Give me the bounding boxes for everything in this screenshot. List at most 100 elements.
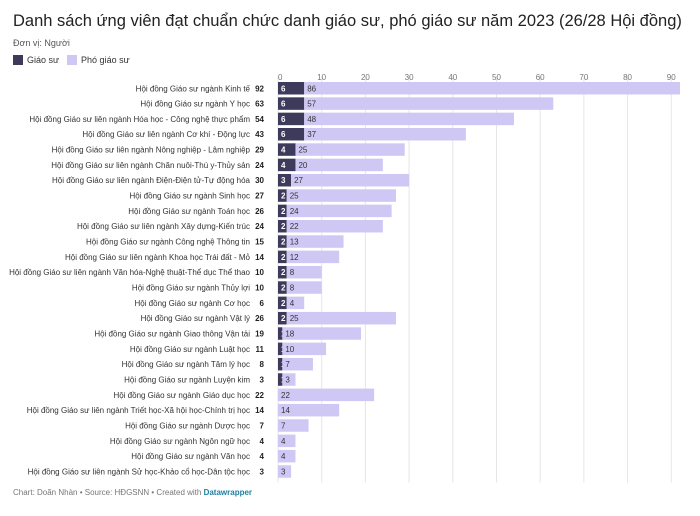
category-label: Hội đồng Giáo sư ngành Công nghệ Thông t…: [86, 238, 250, 247]
value-label-pho-giao-su: 7: [281, 422, 286, 431]
value-label-pho-giao-su: 86: [307, 84, 316, 93]
value-label-pho-giao-su: 4: [281, 437, 286, 446]
bar-giao-su: [278, 219, 287, 233]
value-label-pho-giao-su: 18: [285, 330, 294, 339]
category-label: Hội đồng Giáo sư liên ngành Cơ khí - Độn…: [82, 130, 250, 139]
value-label-giao-su: 6: [281, 100, 286, 109]
value-label-pho-giao-su: 4: [281, 452, 286, 461]
category-label: Hội đồng Giáo sư ngành Luyện kim: [124, 376, 250, 385]
category-label: Hội đồng Giáo sư ngành Sinh học: [129, 192, 250, 201]
bar-pho-giao-su: [304, 112, 514, 126]
x-tick-label-30: 30: [405, 73, 414, 82]
value-label-pho-giao-su: 22: [290, 222, 299, 231]
value-label-pho-giao-su: 22: [281, 391, 290, 400]
total-label: 10: [255, 268, 264, 277]
value-label-giao-su: 2: [281, 207, 286, 216]
value-label-pho-giao-su: 3: [281, 468, 286, 477]
total-label: 6: [260, 299, 265, 308]
value-label-pho-giao-su: 8: [290, 268, 295, 277]
value-label-pho-giao-su: 3: [285, 376, 290, 385]
footer-credit: Chart: Doãn Nhàn • Source: HĐGSNN • Crea…: [13, 488, 252, 497]
bar-giao-su: [278, 265, 287, 279]
bar-pho-giao-su: [304, 82, 680, 95]
total-label: 26: [255, 314, 264, 323]
bar-giao-su: [278, 296, 287, 310]
total-label: 27: [255, 192, 264, 201]
total-label: 30: [255, 176, 264, 185]
bar-giao-su: [278, 357, 283, 371]
bar-pho-giao-su: [286, 296, 305, 310]
total-label: 4: [260, 437, 265, 446]
bar-pho-giao-su: [286, 219, 383, 233]
value-label-pho-giao-su: 10: [285, 345, 294, 354]
category-label: Hội đồng Giáo sư liên ngành Nông nghiệp …: [52, 146, 251, 155]
unit-label: Đơn vị: Người: [13, 38, 70, 48]
total-label: 29: [255, 146, 264, 155]
value-label-pho-giao-su: 20: [298, 161, 307, 170]
total-label: 8: [260, 360, 265, 369]
bar-pho-giao-su: [286, 189, 396, 202]
value-label-pho-giao-su: 4: [290, 299, 295, 308]
footer-source: Chart: Doãn Nhàn • Source: HĐGSNN • Crea…: [13, 488, 204, 497]
value-label-giao-su: 2: [281, 222, 286, 231]
bar-giao-su: [278, 127, 305, 141]
bar-pho-giao-su: [278, 388, 375, 402]
value-label-giao-su: 2: [281, 268, 286, 277]
datawrapper-link[interactable]: Datawrapper: [203, 488, 253, 497]
bar-pho-giao-su: [282, 327, 362, 340]
x-tick-label-80: 80: [623, 73, 632, 82]
bar-pho-giao-su: [286, 235, 344, 248]
bar-pho-giao-su: [278, 403, 340, 417]
value-label-giao-su: 2: [281, 253, 286, 262]
bar-pho-giao-su: [286, 281, 322, 294]
bar-pho-giao-su: [282, 342, 327, 356]
bar-giao-su: [278, 158, 296, 172]
bar-pho-giao-su: [304, 97, 554, 110]
category-label: Hội đồng Giáo sư ngành Luật học: [130, 345, 250, 354]
total-label: 11: [256, 345, 265, 354]
category-label: Hội đồng Giáo sư ngành Văn học: [131, 452, 250, 461]
value-label-giao-su: 3: [281, 176, 286, 185]
value-label-pho-giao-su: 7: [285, 360, 290, 369]
bar-pho-giao-su: [304, 127, 466, 141]
total-label: 10: [255, 284, 264, 293]
bar-giao-su: [278, 189, 287, 202]
bar-giao-su: [278, 235, 287, 248]
category-label: Hội đồng Giáo sư liên ngành Khoa học Trá…: [65, 253, 251, 262]
category-label: Hội đồng Giáo sư ngành Giao thông Vận tả…: [94, 330, 250, 339]
bar-giao-su: [278, 311, 287, 325]
value-label-giao-su: 2: [281, 299, 286, 308]
value-label-giao-su: 6: [281, 130, 286, 139]
total-label: 19: [255, 330, 264, 339]
legend-swatch-pho-giao-su: [67, 55, 78, 65]
value-label-pho-giao-su: 14: [281, 406, 290, 415]
total-label: 24: [255, 222, 264, 231]
total-label: 63: [255, 100, 264, 109]
bar-giao-su: [278, 173, 292, 187]
total-label: 54: [255, 115, 264, 124]
category-label: Hội đồng Giáo sư liên ngành Chăn nuôi-Th…: [51, 161, 250, 170]
category-label: Hội đồng Giáo sư ngành Toán học: [128, 207, 250, 216]
value-label-giao-su: 2: [281, 238, 286, 247]
value-label-giao-su: 2: [281, 284, 286, 293]
bar-giao-su: [278, 327, 283, 340]
chart-title: Danh sách ứng viên đạt chuẩn chức danh g…: [13, 12, 682, 30]
bar-pho-giao-su: [278, 449, 296, 463]
value-label-pho-giao-su: 37: [307, 130, 316, 139]
x-tick-label-70: 70: [579, 73, 588, 82]
bar-giao-su: [278, 204, 287, 218]
bar-pho-giao-su: [278, 419, 309, 432]
category-label: Hội đồng Giáo sư liên ngành Điện-Điện tử…: [52, 176, 251, 185]
value-label-pho-giao-su: 24: [290, 207, 299, 216]
bar-giao-su: [278, 281, 287, 294]
bar-pho-giao-su: [278, 465, 292, 478]
total-label: 7: [260, 422, 265, 431]
value-label-giao-su: 4: [281, 161, 286, 170]
bar-pho-giao-su: [286, 204, 392, 218]
total-label: 92: [255, 84, 264, 93]
bar-giao-su: [278, 82, 305, 95]
bar-giao-su: [278, 342, 283, 356]
legend-swatch-giao-su: [13, 55, 23, 65]
total-label: 22: [255, 391, 264, 400]
value-label-pho-giao-su: 8: [290, 284, 295, 293]
